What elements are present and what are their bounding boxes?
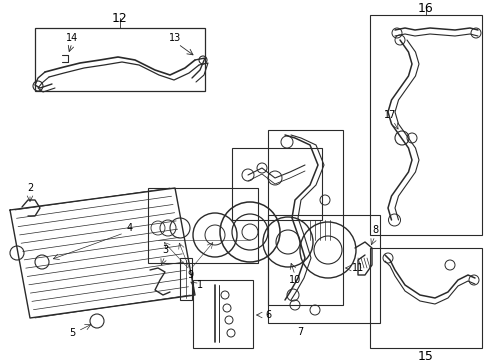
Text: 9: 9 [186, 270, 193, 280]
Text: 7: 7 [296, 327, 303, 337]
Text: 16: 16 [417, 1, 433, 14]
Text: 12: 12 [112, 12, 128, 24]
Bar [267, 215, 379, 323]
Bar [35, 28, 204, 91]
Text: 6: 6 [264, 310, 270, 320]
Bar [193, 280, 252, 348]
Text: 2: 2 [27, 183, 33, 193]
Text: 8: 8 [371, 225, 377, 235]
Bar [267, 130, 342, 305]
Text: 11: 11 [351, 263, 364, 273]
Bar [369, 248, 481, 348]
Text: 13: 13 [168, 33, 181, 43]
Text: 5: 5 [69, 328, 75, 338]
Text: 3: 3 [162, 245, 168, 255]
Text: 17: 17 [383, 110, 395, 120]
Bar [180, 258, 192, 300]
Text: 10: 10 [288, 275, 301, 285]
Text: 15: 15 [417, 351, 433, 360]
Text: 14: 14 [66, 33, 78, 43]
Text: 4: 4 [127, 223, 133, 233]
Bar [231, 148, 321, 220]
Bar [369, 15, 481, 235]
Text: 1: 1 [197, 280, 203, 290]
Bar [148, 188, 258, 263]
